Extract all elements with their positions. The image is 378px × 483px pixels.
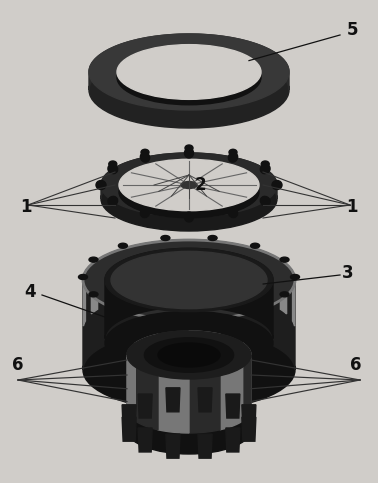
Ellipse shape (280, 292, 289, 297)
Ellipse shape (105, 312, 273, 375)
Polygon shape (122, 417, 136, 441)
Ellipse shape (89, 34, 289, 110)
Ellipse shape (291, 274, 299, 280)
Ellipse shape (161, 236, 170, 241)
Polygon shape (127, 343, 135, 409)
Ellipse shape (105, 248, 273, 312)
Ellipse shape (127, 331, 251, 379)
Text: 1: 1 (346, 198, 358, 216)
Ellipse shape (101, 167, 277, 231)
Polygon shape (138, 428, 152, 452)
Ellipse shape (161, 313, 170, 318)
Ellipse shape (260, 197, 270, 206)
Ellipse shape (260, 164, 270, 173)
Text: 2: 2 (194, 176, 206, 194)
Ellipse shape (280, 257, 289, 262)
Ellipse shape (89, 292, 98, 297)
Polygon shape (135, 243, 147, 295)
Ellipse shape (119, 159, 259, 211)
Polygon shape (198, 434, 212, 458)
Ellipse shape (140, 208, 150, 218)
Text: 1: 1 (20, 198, 32, 216)
Polygon shape (101, 153, 277, 199)
Ellipse shape (228, 208, 238, 218)
Ellipse shape (251, 243, 260, 248)
Ellipse shape (141, 149, 149, 156)
Ellipse shape (251, 306, 260, 311)
Polygon shape (259, 250, 269, 303)
Polygon shape (105, 248, 273, 339)
Polygon shape (199, 240, 212, 290)
Ellipse shape (79, 274, 87, 280)
Ellipse shape (118, 243, 127, 248)
Polygon shape (135, 367, 158, 430)
Polygon shape (293, 271, 294, 326)
Polygon shape (89, 34, 289, 90)
Text: 5: 5 (347, 21, 359, 39)
Ellipse shape (119, 166, 259, 218)
Ellipse shape (272, 181, 282, 189)
Polygon shape (158, 376, 189, 433)
Ellipse shape (83, 330, 295, 410)
Ellipse shape (101, 153, 277, 217)
Ellipse shape (184, 148, 194, 158)
Polygon shape (226, 428, 240, 452)
Ellipse shape (118, 306, 127, 311)
Ellipse shape (261, 161, 269, 167)
Polygon shape (91, 260, 98, 314)
Polygon shape (135, 334, 158, 397)
Ellipse shape (208, 313, 217, 318)
Polygon shape (226, 394, 240, 418)
Ellipse shape (96, 181, 106, 189)
Ellipse shape (111, 251, 267, 309)
Ellipse shape (140, 153, 150, 162)
Ellipse shape (121, 47, 257, 98)
Ellipse shape (208, 236, 217, 241)
Polygon shape (243, 355, 251, 421)
Polygon shape (242, 405, 256, 429)
Polygon shape (84, 271, 85, 326)
Polygon shape (220, 367, 243, 430)
Ellipse shape (185, 145, 193, 151)
Ellipse shape (89, 257, 98, 262)
Polygon shape (220, 334, 243, 397)
Ellipse shape (127, 406, 251, 454)
Polygon shape (83, 240, 295, 370)
Polygon shape (280, 260, 287, 314)
Ellipse shape (144, 338, 234, 372)
Ellipse shape (229, 149, 237, 156)
Ellipse shape (83, 240, 295, 320)
Polygon shape (158, 331, 189, 388)
Polygon shape (127, 355, 135, 421)
Polygon shape (189, 376, 220, 433)
Polygon shape (122, 405, 136, 429)
Text: 6: 6 (350, 356, 362, 374)
Polygon shape (109, 250, 119, 303)
Ellipse shape (108, 197, 118, 206)
Polygon shape (166, 434, 180, 458)
Polygon shape (231, 243, 243, 295)
Ellipse shape (158, 343, 220, 367)
Polygon shape (166, 388, 180, 412)
Polygon shape (166, 240, 179, 290)
Text: 6: 6 (12, 356, 24, 374)
Polygon shape (242, 417, 256, 441)
Polygon shape (198, 388, 212, 412)
Ellipse shape (184, 212, 194, 222)
Polygon shape (243, 343, 251, 409)
Ellipse shape (117, 44, 261, 99)
Ellipse shape (108, 164, 118, 173)
Text: 3: 3 (342, 264, 354, 282)
Polygon shape (138, 394, 152, 418)
Text: 4: 4 (24, 283, 36, 301)
Polygon shape (189, 331, 220, 388)
Ellipse shape (228, 153, 238, 162)
Ellipse shape (89, 52, 289, 128)
Ellipse shape (181, 182, 197, 188)
Ellipse shape (109, 161, 117, 167)
Ellipse shape (117, 50, 261, 105)
